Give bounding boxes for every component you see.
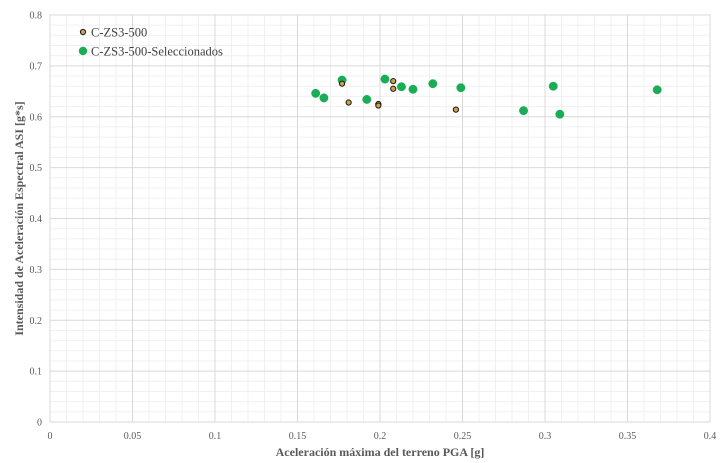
data-point-c-zs3-500 (390, 85, 397, 92)
x-tick-label: 0.35 (619, 431, 637, 442)
y-tick-label: 0.1 (30, 367, 43, 378)
data-point-c-zs3-500 (345, 99, 352, 106)
y-tick-label: 0.4 (30, 214, 43, 225)
data-point-c-zs3-500-seleccionados (319, 93, 329, 103)
y-axis-title: Intensidad de Aceleración Espectral ASI … (12, 101, 26, 335)
data-point-c-zs3-500 (390, 78, 397, 85)
data-point-c-zs3-500 (452, 106, 459, 113)
x-tick-label: 0.15 (289, 431, 307, 442)
y-tick-label: 0.7 (30, 61, 43, 72)
data-point-c-zs3-500-seleccionados (408, 84, 418, 94)
data-series (311, 74, 662, 119)
x-axis-tick-labels: 0 0.05 0.1 0.15 0.2 0.25 0.3 0.35 0.4 (48, 431, 717, 442)
x-axis-title: Aceleración máxima del terreno PGA [g] (276, 445, 485, 459)
legend-label-c-zs3-500-seleccionados: C-ZS3-500-Seleccionados (91, 45, 223, 59)
y-tick-label: 0.8 (30, 11, 43, 22)
x-tick-label: 0.25 (454, 431, 472, 442)
data-point-c-zs3-500 (338, 80, 346, 87)
y-tick-label: 0.6 (30, 112, 43, 123)
plot-area-border (49, 14, 711, 423)
data-point-c-zs3-500-seleccionados (456, 83, 466, 93)
x-tick-label: 0.3 (539, 431, 552, 442)
x-tick-label: 0.4 (704, 431, 717, 442)
data-point-c-zs3-500-seleccionados (548, 81, 558, 91)
data-point-c-zs3-500-seleccionados (311, 88, 321, 98)
x-tick-label: 0 (48, 431, 53, 442)
series-c-zs3-500-seleccionados (311, 74, 662, 119)
legend-marker-c-zs3-500-seleccionados (78, 46, 88, 56)
legend-label-c-zs3-500: C-ZS3-500 (91, 26, 147, 40)
x-tick-label: 0.2 (374, 431, 387, 442)
data-point-c-zs3-500-seleccionados (397, 82, 406, 92)
y-tick-label: 0.3 (30, 265, 43, 276)
data-point-c-zs3-500-seleccionados (555, 109, 565, 119)
series-c-zs3-500 (338, 78, 459, 113)
x-tick-label: 0.05 (124, 431, 142, 442)
data-point-c-zs3-500-seleccionados (519, 106, 528, 116)
legend: C-ZS3-500 C-ZS3-500-Seleccionados (78, 26, 223, 59)
y-tick-label: 0 (37, 418, 42, 429)
major-grid (50, 15, 710, 422)
y-axis-tick-labels: 0 0.1 0.2 0.3 0.4 0.5 0.6 0.7 0.8 (30, 11, 43, 429)
data-point-c-zs3-500-seleccionados (380, 74, 390, 84)
y-tick-label: 0.5 (30, 163, 43, 174)
data-point-c-zs3-500-seleccionados (428, 79, 438, 89)
data-point-c-zs3-500-seleccionados (652, 85, 662, 95)
legend-marker-c-zs3-500 (79, 28, 87, 36)
y-tick-label: 0.2 (30, 316, 43, 327)
data-point-c-zs3-500-seleccionados (362, 95, 372, 104)
data-point-c-zs3-500 (375, 102, 382, 109)
x-tick-label: 0.1 (209, 431, 222, 442)
